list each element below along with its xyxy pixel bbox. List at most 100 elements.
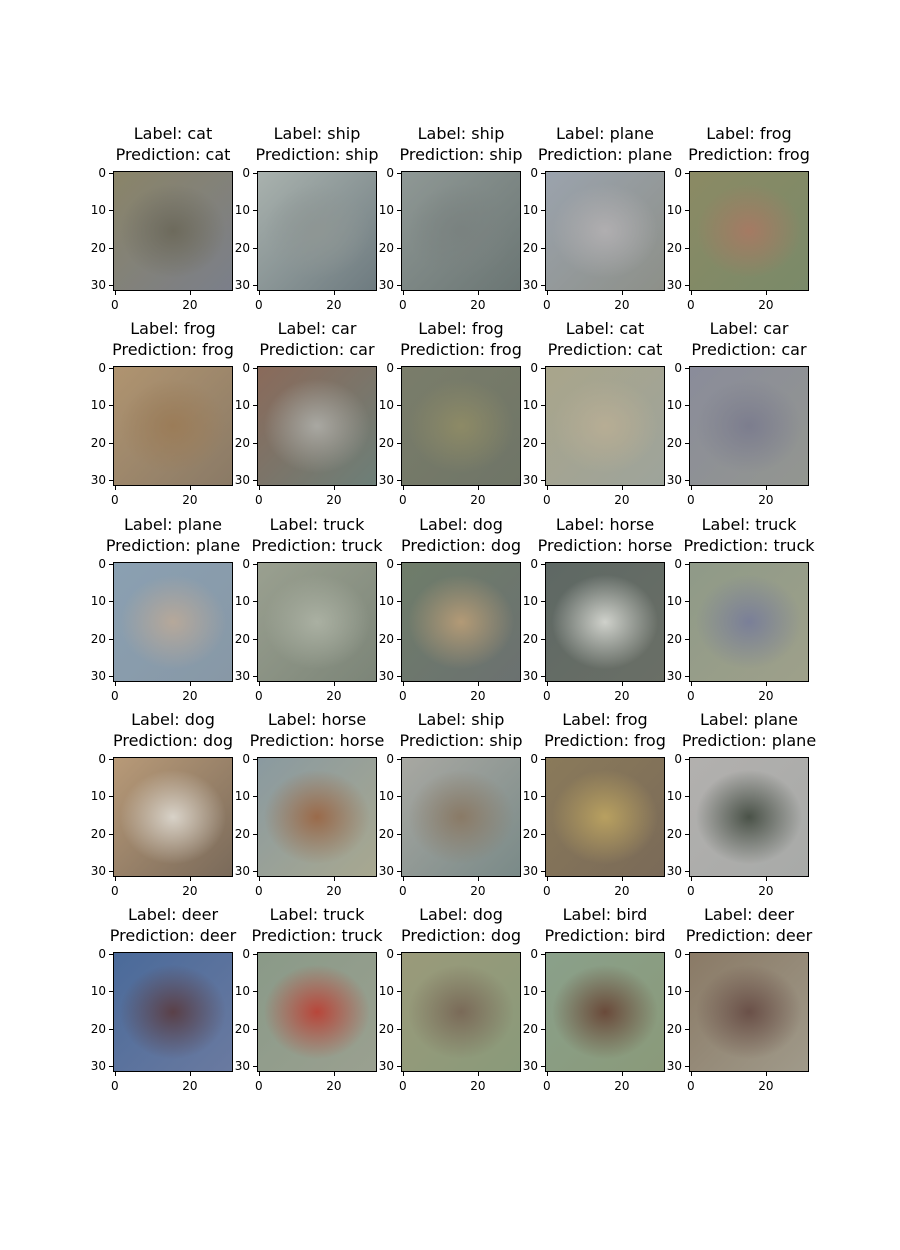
y-tick-label: 20 <box>234 1021 250 1036</box>
subplot-label-title: Label: ship <box>417 124 505 143</box>
y-tick-label: 10 <box>522 203 538 218</box>
y-tick-label: 20 <box>666 631 682 646</box>
x-tick-label: 0 <box>399 1079 407 1093</box>
thumbnail-image <box>401 562 521 682</box>
y-tick-label: 0 <box>242 946 250 961</box>
thumbnail-svg <box>258 563 376 681</box>
x-tick-mark <box>402 291 404 295</box>
y-tick-mark <box>109 367 113 369</box>
subplot-panel: Label: frog Prediction: frog 0 10 20 30 0 20 <box>91 319 234 546</box>
subplot-label-title: Label: horse <box>267 710 367 729</box>
x-tick-label: 20 <box>614 884 630 898</box>
y-tick-mark <box>397 1028 401 1030</box>
y-tick-label: 30 <box>234 669 250 684</box>
x-tick-mark <box>477 291 479 295</box>
subplot-label-title: Label: plane <box>555 124 655 143</box>
x-tick-label: 0 <box>111 493 119 507</box>
y-tick-mark <box>109 285 113 287</box>
y-tick-mark <box>109 1028 113 1030</box>
y-tick-mark <box>685 796 689 798</box>
x-tick-mark <box>477 682 479 686</box>
y-tick-label: 30 <box>522 473 538 488</box>
y-tick-label: 0 <box>386 165 394 180</box>
y-tick-mark <box>541 563 545 565</box>
y-tick-mark <box>541 442 545 444</box>
subplot-prediction-title: Prediction: plane <box>681 731 817 750</box>
x-tick-mark <box>765 877 767 881</box>
y-tick-mark <box>541 953 545 955</box>
subplot-prediction-title: Prediction: frog <box>544 731 666 750</box>
y-tick-mark <box>109 796 113 798</box>
subplot-label-title: Label: cat <box>133 124 213 143</box>
thumbnail-svg <box>546 367 664 485</box>
subplot-prediction-title: Prediction: cat <box>547 340 663 359</box>
subplot-prediction-title: Prediction: frog <box>400 340 522 359</box>
y-tick-mark <box>685 442 689 444</box>
y-tick-mark <box>253 601 257 603</box>
y-tick-label: 0 <box>530 556 538 571</box>
subplot-panel: Label: frog Prediction: frog 0 10 20 30 0 20 <box>667 124 810 351</box>
y-tick-label: 20 <box>90 435 106 450</box>
y-tick-mark <box>109 480 113 482</box>
subplot-label-title: Label: plane <box>699 710 799 729</box>
y-tick-mark <box>253 991 257 993</box>
subplot-panel: Label: ship Prediction: ship 0 10 20 30 0 20 <box>379 124 523 351</box>
y-tick-label: 30 <box>666 278 682 293</box>
y-tick-mark <box>109 405 113 407</box>
y-tick-mark <box>397 172 401 174</box>
subplot-label-title: Label: frog <box>130 319 216 338</box>
y-tick-label: 10 <box>90 789 106 804</box>
subplot-label-title: Label: dog <box>419 515 503 534</box>
y-tick-label: 20 <box>234 435 250 450</box>
y-tick-label: 30 <box>522 864 538 879</box>
thumbnail-subject <box>263 769 371 865</box>
y-tick-label: 10 <box>234 789 250 804</box>
x-tick-label: 20 <box>326 689 342 703</box>
thumbnail-svg <box>258 172 376 290</box>
y-tick-mark <box>685 953 689 955</box>
thumbnail-image <box>257 952 377 1072</box>
y-tick-mark <box>109 601 113 603</box>
thumbnail-svg <box>546 563 664 681</box>
y-tick-mark <box>253 871 257 873</box>
y-tick-label: 30 <box>90 864 106 879</box>
subplot-label-title: Label: dog <box>131 710 215 729</box>
y-tick-label: 0 <box>242 751 250 766</box>
x-tick-mark <box>258 682 260 686</box>
y-tick-label: 30 <box>666 1059 682 1074</box>
y-tick-mark <box>541 601 545 603</box>
y-tick-label: 0 <box>242 165 250 180</box>
y-tick-label: 30 <box>666 669 682 684</box>
thumbnail-svg <box>114 367 232 485</box>
x-tick-label: 0 <box>543 1079 551 1093</box>
y-tick-label: 0 <box>674 946 682 961</box>
thumbnail-subject <box>551 183 659 279</box>
y-tick-label: 10 <box>378 984 394 999</box>
x-tick-label: 20 <box>326 493 342 507</box>
thumbnail-image <box>689 757 809 877</box>
thumbnail-subject <box>695 183 803 279</box>
y-tick-mark <box>397 638 401 640</box>
y-tick-label: 20 <box>90 631 106 646</box>
y-tick-mark <box>541 991 545 993</box>
x-tick-mark <box>546 877 548 881</box>
x-tick-label: 20 <box>614 298 630 312</box>
subplot-prediction-title: Prediction: car <box>259 340 375 359</box>
thumbnail-svg <box>258 758 376 876</box>
y-tick-mark <box>541 1066 545 1068</box>
y-tick-mark <box>109 871 113 873</box>
y-tick-label: 0 <box>98 360 106 375</box>
y-tick-label: 30 <box>378 1059 394 1074</box>
subplot-panel: Label: dog Prediction: dog 0 10 20 30 0 20 <box>91 710 233 937</box>
y-tick-mark <box>253 367 257 369</box>
x-tick-label: 0 <box>543 884 551 898</box>
y-tick-label: 20 <box>522 435 538 450</box>
thumbnail-image <box>113 562 233 682</box>
y-tick-label: 20 <box>378 631 394 646</box>
x-tick-label: 0 <box>399 884 407 898</box>
subplot-label-title: Label: car <box>709 319 789 338</box>
x-tick-mark <box>477 486 479 490</box>
y-tick-label: 0 <box>674 165 682 180</box>
x-tick-label: 20 <box>758 884 774 898</box>
y-tick-label: 30 <box>522 278 538 293</box>
